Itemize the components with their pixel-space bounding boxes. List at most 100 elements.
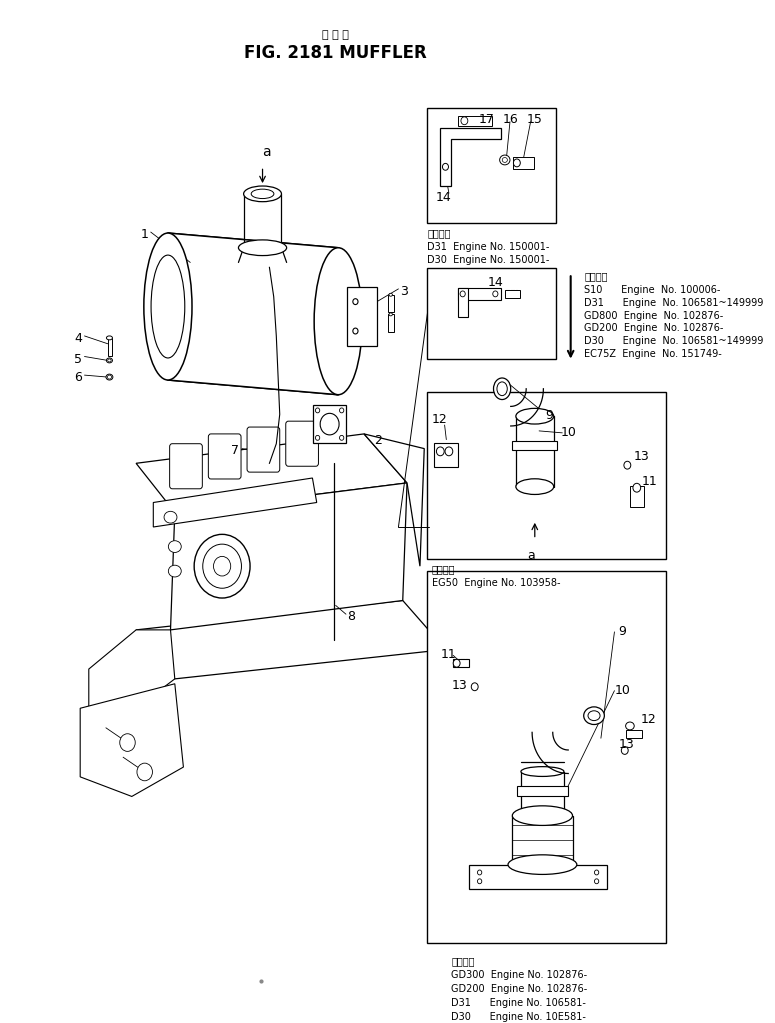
Ellipse shape: [120, 733, 136, 751]
Text: D30      Engine  No. 106581~149999: D30 Engine No. 106581~149999: [584, 336, 764, 346]
Ellipse shape: [168, 566, 181, 577]
FancyBboxPatch shape: [208, 434, 241, 479]
Ellipse shape: [144, 233, 192, 380]
Ellipse shape: [460, 291, 465, 297]
Text: EC75Z  Engine  No. 151749-: EC75Z Engine No. 151749-: [584, 349, 722, 359]
Text: 16: 16: [503, 113, 518, 126]
Bar: [512, 441, 557, 449]
Text: 14: 14: [436, 191, 452, 205]
Ellipse shape: [512, 806, 573, 826]
Bar: [108, 338, 112, 356]
Bar: [453, 659, 469, 667]
Text: 4: 4: [74, 332, 82, 345]
Ellipse shape: [320, 413, 339, 435]
Text: GD800  Engine  No. 102876-: GD800 Engine No. 102876-: [584, 311, 724, 320]
Ellipse shape: [584, 707, 605, 724]
Text: a: a: [262, 145, 270, 159]
Ellipse shape: [477, 879, 482, 884]
Ellipse shape: [508, 855, 577, 875]
Ellipse shape: [168, 541, 181, 552]
Ellipse shape: [477, 870, 482, 875]
Bar: [470, 864, 607, 889]
Ellipse shape: [339, 436, 344, 440]
Ellipse shape: [493, 291, 498, 297]
Ellipse shape: [151, 255, 184, 358]
Text: 7: 7: [231, 444, 239, 456]
Ellipse shape: [243, 186, 281, 202]
Polygon shape: [440, 128, 501, 186]
Text: FIG. 2181 MUFFLER: FIG. 2181 MUFFLER: [244, 44, 427, 62]
Text: 13: 13: [618, 738, 635, 751]
Bar: [347, 286, 377, 346]
Ellipse shape: [164, 512, 177, 523]
Bar: [457, 116, 492, 126]
Text: 8: 8: [347, 611, 355, 623]
Text: GD200  Engine No. 102876-: GD200 Engine No. 102876-: [452, 984, 587, 994]
Ellipse shape: [588, 711, 600, 720]
Text: 12: 12: [640, 713, 656, 726]
Ellipse shape: [107, 375, 112, 380]
Ellipse shape: [500, 155, 510, 165]
Bar: [427, 108, 556, 223]
Ellipse shape: [471, 682, 478, 691]
Polygon shape: [89, 630, 175, 727]
Text: D31      Engine No. 106581-: D31 Engine No. 106581-: [452, 997, 587, 1008]
Bar: [630, 486, 644, 507]
Text: 6: 6: [74, 371, 82, 385]
Ellipse shape: [389, 294, 392, 297]
Text: EG50  Engine No. 103958-: EG50 Engine No. 103958-: [432, 578, 560, 588]
FancyBboxPatch shape: [247, 427, 280, 473]
Ellipse shape: [195, 534, 250, 598]
Text: 11: 11: [642, 475, 658, 488]
Text: 3: 3: [400, 285, 408, 298]
Text: マ フ ラ: マ フ ラ: [322, 31, 349, 40]
Ellipse shape: [106, 358, 112, 363]
Bar: [313, 405, 346, 443]
Polygon shape: [80, 683, 184, 797]
Text: 14: 14: [487, 276, 503, 290]
Ellipse shape: [622, 747, 629, 754]
Text: 9: 9: [545, 409, 553, 422]
Ellipse shape: [108, 359, 111, 362]
Bar: [626, 729, 642, 738]
Ellipse shape: [106, 374, 113, 380]
Ellipse shape: [453, 659, 460, 667]
Polygon shape: [168, 233, 338, 395]
Ellipse shape: [315, 408, 320, 413]
Text: 9: 9: [618, 625, 627, 638]
Polygon shape: [136, 601, 446, 679]
Ellipse shape: [497, 382, 508, 396]
Ellipse shape: [502, 158, 508, 163]
Text: D31  Engine No. 150001-: D31 Engine No. 150001-: [427, 241, 549, 252]
Ellipse shape: [251, 189, 274, 198]
Text: D31      Engine  No. 106581~149999: D31 Engine No. 106581~149999: [584, 298, 764, 308]
Text: 2: 2: [374, 434, 382, 447]
Ellipse shape: [353, 328, 358, 333]
Ellipse shape: [436, 447, 444, 456]
Bar: [427, 571, 666, 943]
Text: 13: 13: [633, 450, 649, 463]
Text: GD300  Engine No. 102876-: GD300 Engine No. 102876-: [452, 971, 587, 980]
Ellipse shape: [513, 159, 520, 167]
Bar: [517, 787, 568, 796]
Text: 13: 13: [452, 679, 467, 692]
Ellipse shape: [315, 436, 320, 440]
Text: 5: 5: [74, 353, 82, 365]
Ellipse shape: [516, 408, 553, 425]
Bar: [388, 295, 394, 312]
Ellipse shape: [625, 722, 634, 729]
Ellipse shape: [389, 313, 392, 316]
Ellipse shape: [203, 544, 242, 588]
Text: 11: 11: [440, 648, 456, 661]
Text: 17: 17: [479, 113, 495, 126]
FancyBboxPatch shape: [286, 421, 319, 466]
Polygon shape: [153, 478, 317, 527]
Bar: [513, 157, 534, 169]
Text: 10: 10: [560, 426, 577, 439]
Text: 10: 10: [615, 683, 630, 697]
Text: 適用号等: 適用号等: [432, 564, 455, 574]
Text: 1: 1: [140, 228, 148, 241]
Text: D30      Engine No. 10E581-: D30 Engine No. 10E581-: [452, 1012, 587, 1022]
Text: 適用号等: 適用号等: [427, 228, 451, 238]
Bar: [434, 443, 458, 468]
